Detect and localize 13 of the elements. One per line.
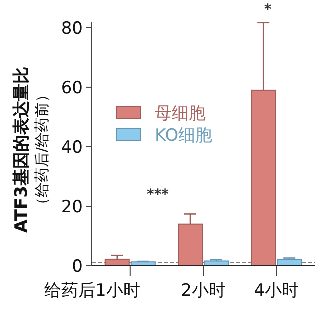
y-tick-label: 80 (61, 18, 83, 39)
legend-label: KO细胞 (155, 126, 213, 146)
y-tick-label: 40 (61, 138, 83, 158)
x-tick-label: 4小时 (254, 281, 300, 301)
legend-label: 母细胞 (155, 104, 206, 124)
y-tick-label: 0 (72, 256, 83, 277)
text: * (264, 2, 272, 18)
y-tick-label: 60 (61, 78, 83, 98)
y-axis-title: ATF3基因的表达量比（给药后/给药前） (12, 67, 51, 233)
y-tick-label: 20 (61, 197, 83, 218)
x-tick-label: 给药后1小时 (44, 281, 140, 301)
x-tick-label: 2小时 (181, 281, 226, 301)
annotation: *** (147, 187, 170, 203)
